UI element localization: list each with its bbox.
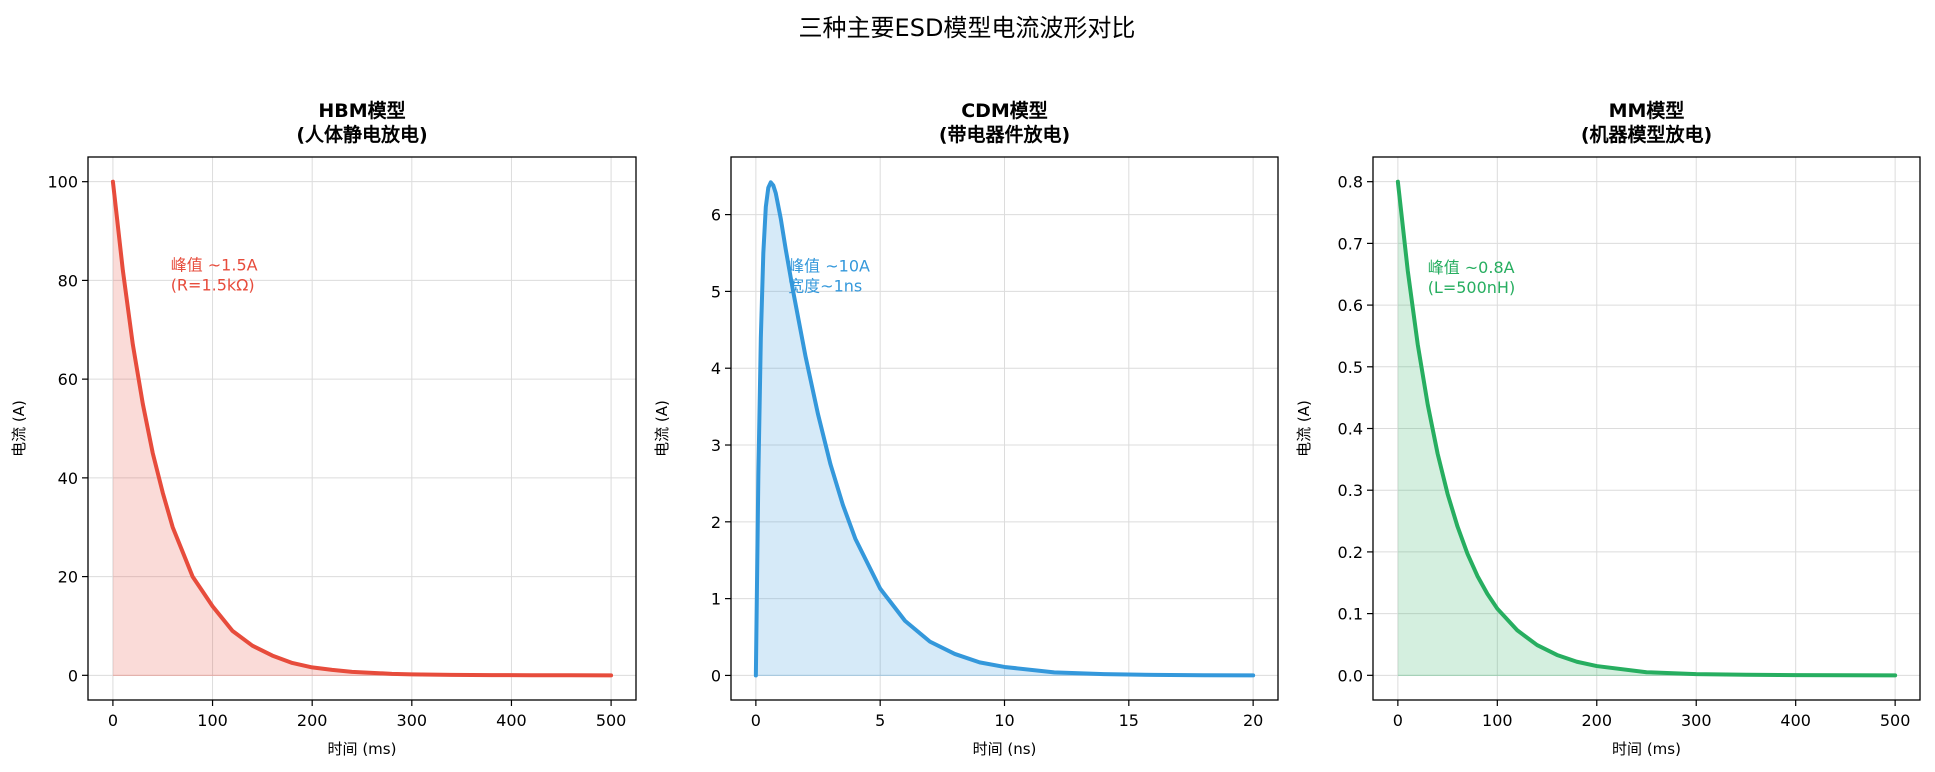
chart-panel-3: MM模型(机器模型放电) 峰值 ~0.8A(L=500nH) 0 100 200 300 4… (1295, 99, 1921, 758)
x-tick-label: 200 (297, 711, 328, 730)
y-tick-label: 4 (711, 359, 721, 378)
x-tick-label: 300 (1681, 711, 1712, 730)
y-tick-label: 40 (58, 469, 78, 488)
panel-title: HBM模型 (318, 99, 405, 122)
annotation-text: (R=1.5kΩ) (171, 275, 255, 294)
chart-panel-1: HBM模型(人体静电放电)峰值 ~1.5A(R=1.5kΩ)0 100 200 300… (10, 99, 637, 758)
series-area (1397, 181, 1896, 676)
y-tick-label: 0 (711, 666, 721, 685)
x-tick-label: 100 (197, 711, 228, 730)
y-tick-label: 3 (711, 436, 721, 455)
y-tick-label: 60 (58, 370, 78, 389)
series-area (755, 182, 1254, 676)
y-tick-label: 5 (711, 282, 721, 301)
x-tick-label: 400 (496, 711, 527, 730)
y-tick-label: 0.2 (1338, 543, 1363, 562)
series-area (112, 181, 612, 676)
x-tick-label: 15 (1119, 711, 1139, 730)
x-tick-label: 500 (596, 711, 627, 730)
y-axis-label: 电流 (A) (1295, 400, 1313, 457)
x-tick-label: 300 (397, 711, 428, 730)
y-tick-label: 0.1 (1338, 605, 1363, 624)
axes-frame (87, 156, 637, 701)
series-line (753, 180, 1256, 678)
x-axis-label: 时间 (ms) (328, 740, 397, 758)
x-tick-label: 5 (875, 711, 885, 730)
y-tick-label: 0.6 (1338, 296, 1363, 315)
annotation-text: (L=500nH) (1428, 278, 1516, 297)
figure-title: 三种主要ESD模型电流波形对比 (799, 14, 1136, 42)
y-tick-label: 0.8 (1338, 173, 1363, 192)
x-tick-label: 200 (1581, 711, 1612, 730)
panel-subtitle: (带电器件放电) (939, 123, 1070, 146)
y-tick-label: 0.5 (1338, 358, 1363, 377)
y-tick-label: 0.4 (1338, 420, 1363, 439)
x-tick-label: 10 (994, 711, 1014, 730)
x-tick-label: 0 (1393, 711, 1403, 730)
annotation-text: 峰值 ~10A (788, 256, 870, 275)
x-axis-label: 时间 (ns) (973, 740, 1037, 758)
series-line (1395, 179, 1898, 678)
x-tick-label: 400 (1780, 711, 1811, 730)
y-axis-label: 电流 (A) (653, 400, 671, 457)
panel-subtitle: (人体静电放电) (296, 123, 427, 146)
y-tick-label: 0.3 (1338, 481, 1363, 500)
x-tick-label: 100 (1482, 711, 1513, 730)
panel-subtitle: (机器模型放电) (1581, 123, 1712, 146)
x-tick-label: 0 (751, 711, 761, 730)
panel-title: CDM模型 (961, 99, 1048, 122)
y-tick-label: 20 (58, 568, 78, 587)
x-axis-label: 时间 (ms) (1612, 740, 1681, 758)
y-tick-label: 0.0 (1338, 666, 1363, 685)
series-line (110, 179, 614, 678)
x-tick-label: 500 (1880, 711, 1911, 730)
y-tick-label: 0.7 (1338, 234, 1363, 253)
y-tick-label: 2 (711, 513, 721, 532)
x-tick-label: 0 (108, 711, 118, 730)
annotation-text: 峰值 ~0.8A (1428, 258, 1515, 277)
y-tick-label: 6 (711, 206, 721, 225)
annotation-text: 峰值 ~1.5A (171, 255, 258, 274)
y-tick-label: 1 (711, 590, 721, 609)
y-tick-label: 0 (68, 666, 78, 685)
panel-title: MM模型 (1609, 99, 1685, 122)
y-tick-label: 100 (47, 173, 78, 192)
annotation-text: 宽度~1ns (788, 276, 862, 295)
y-tick-label: 80 (58, 271, 78, 290)
x-tick-label: 20 (1243, 711, 1263, 730)
y-axis-label: 电流 (A) (10, 400, 28, 457)
